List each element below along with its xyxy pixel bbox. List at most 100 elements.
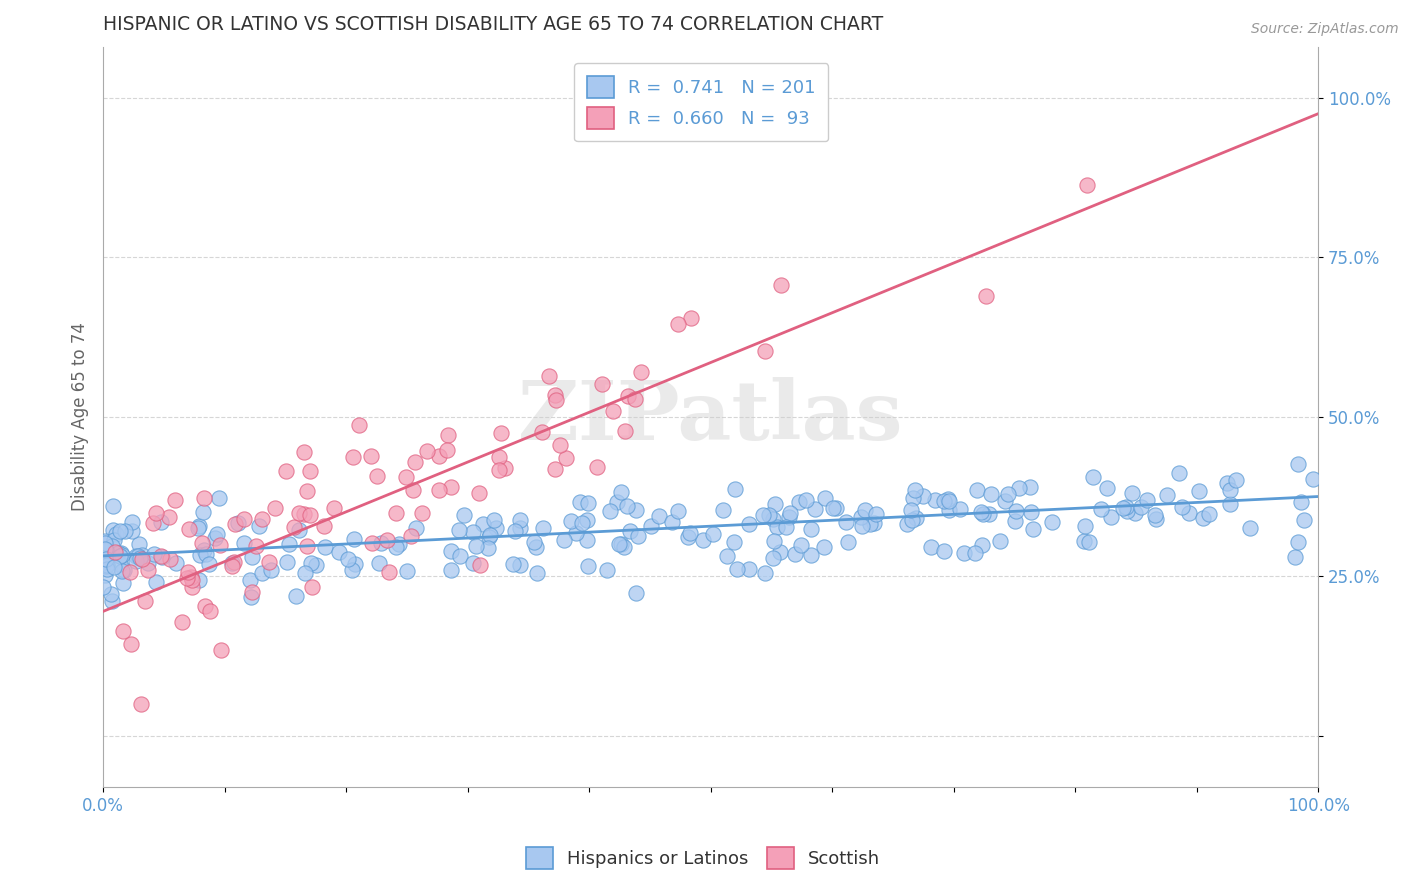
Point xyxy=(204,531,226,545)
Point xyxy=(1008,482,1031,496)
Point xyxy=(523,535,546,549)
Point xyxy=(723,535,745,549)
Point xyxy=(627,529,650,543)
Point xyxy=(176,571,198,585)
Point xyxy=(250,512,273,526)
Point xyxy=(250,566,273,580)
Point xyxy=(292,507,315,521)
Text: HISPANIC OR LATINO VS SCOTTISH DISABILITY AGE 65 TO 74 CORRELATION CHART: HISPANIC OR LATINO VS SCOTTISH DISABILIT… xyxy=(103,15,883,34)
Point xyxy=(924,493,946,508)
Point xyxy=(1144,511,1167,525)
Point xyxy=(416,444,439,458)
Legend: Hispanics or Latinos, Scottish: Hispanics or Latinos, Scottish xyxy=(516,838,890,879)
Point xyxy=(617,389,640,403)
Point xyxy=(114,524,136,539)
Point xyxy=(1156,488,1178,502)
Point xyxy=(834,516,856,530)
Point xyxy=(427,450,450,464)
Point xyxy=(1083,470,1105,484)
Point xyxy=(299,508,322,523)
Point xyxy=(221,558,243,573)
Point xyxy=(571,516,593,530)
Point xyxy=(526,566,548,581)
Point xyxy=(837,535,859,549)
Point xyxy=(1219,483,1241,497)
Point xyxy=(859,516,882,531)
Point xyxy=(900,502,922,516)
Point xyxy=(1144,508,1167,523)
Point xyxy=(228,516,250,530)
Point xyxy=(1090,502,1112,516)
Point xyxy=(851,510,873,524)
Point xyxy=(1004,514,1026,528)
Point xyxy=(288,507,311,521)
Point xyxy=(560,514,582,528)
Point xyxy=(260,563,283,577)
Point xyxy=(453,508,475,522)
Point xyxy=(110,548,132,562)
Point xyxy=(1294,513,1316,527)
Point xyxy=(661,516,683,530)
Point xyxy=(936,492,959,507)
Point xyxy=(491,425,513,440)
Point xyxy=(179,522,201,536)
Point xyxy=(1078,534,1101,549)
Point xyxy=(468,486,491,500)
Point xyxy=(953,546,976,560)
Point xyxy=(93,580,115,594)
Point xyxy=(208,538,231,552)
Point xyxy=(783,547,806,561)
Point xyxy=(613,424,636,438)
Point xyxy=(193,491,215,505)
Point xyxy=(502,558,524,572)
Point xyxy=(360,449,382,463)
Point xyxy=(932,543,955,558)
Point xyxy=(1019,505,1042,519)
Point xyxy=(901,491,924,505)
Point xyxy=(1115,504,1137,518)
Point xyxy=(1130,500,1153,515)
Point xyxy=(385,541,408,555)
Point xyxy=(1073,533,1095,548)
Point xyxy=(900,513,922,527)
Point xyxy=(619,524,641,538)
Point xyxy=(763,534,786,549)
Point xyxy=(965,546,987,560)
Point xyxy=(484,513,506,527)
Point xyxy=(789,538,811,552)
Point xyxy=(804,502,827,516)
Point xyxy=(150,549,173,563)
Point xyxy=(1123,506,1146,520)
Point xyxy=(429,483,451,497)
Point xyxy=(305,558,328,573)
Point xyxy=(609,537,631,551)
Point xyxy=(799,522,821,536)
Point xyxy=(758,508,780,522)
Point xyxy=(494,461,516,475)
Point xyxy=(440,563,463,577)
Point xyxy=(209,643,232,657)
Point xyxy=(103,559,125,574)
Point xyxy=(896,517,918,532)
Point xyxy=(464,540,486,554)
Point xyxy=(602,404,624,418)
Point xyxy=(288,523,311,537)
Point xyxy=(111,576,134,591)
Point xyxy=(295,483,318,498)
Point xyxy=(188,519,211,533)
Point xyxy=(314,540,336,554)
Point xyxy=(1289,494,1312,508)
Point xyxy=(1177,506,1199,520)
Point xyxy=(401,483,423,497)
Point xyxy=(145,506,167,520)
Point xyxy=(1302,471,1324,485)
Point xyxy=(292,445,315,459)
Point xyxy=(100,586,122,600)
Text: ZIPatlas: ZIPatlas xyxy=(517,376,904,457)
Point xyxy=(591,377,613,392)
Point xyxy=(1022,522,1045,536)
Point xyxy=(565,525,588,540)
Point xyxy=(531,520,554,534)
Point xyxy=(624,392,647,407)
Point xyxy=(404,455,426,469)
